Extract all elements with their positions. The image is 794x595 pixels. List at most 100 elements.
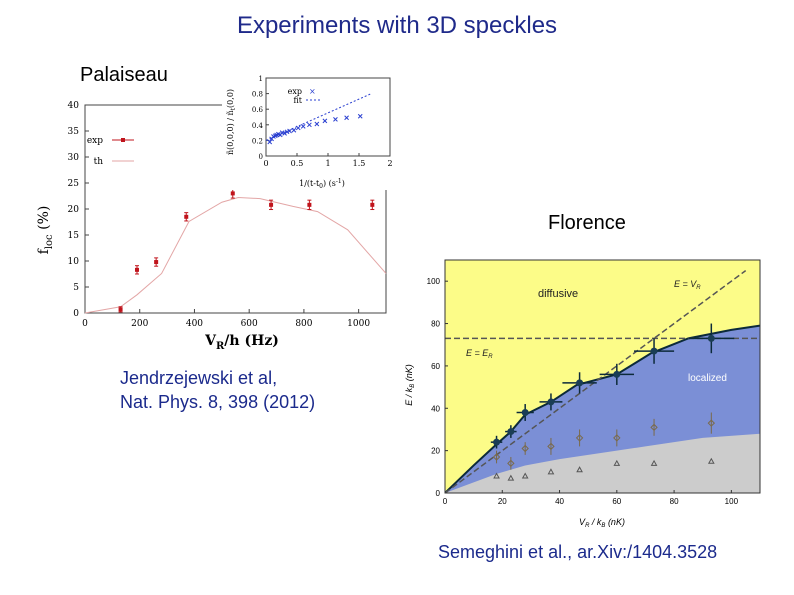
florence-ylabel: E / kB (nK) — [404, 364, 416, 406]
diamond-point — [613, 434, 621, 442]
inset-y-tick-label: 0 — [259, 153, 263, 161]
main-x-tick-label: 1000 — [347, 319, 370, 329]
palaiseau-inset-chart: 0 0.5 1 1.5 2 0 0.2 0.4 0.6 0.8 1 exp × fit 1/(t-t… — [222, 70, 402, 190]
diamond-point — [650, 423, 658, 432]
mobility-edge-point — [613, 370, 621, 378]
inset-exp-point — [357, 113, 363, 119]
inset-y-tick-label: 0.4 — [252, 122, 264, 130]
inset-x-tick-label: 1.5 — [353, 159, 366, 168]
annotation-e-eq-er: E = ER — [466, 348, 493, 360]
main-y-tick-label: 15 — [68, 231, 80, 241]
mobility-edge-point — [547, 398, 555, 406]
exp-point — [154, 260, 159, 265]
label-palaiseau: Palaiseau — [80, 64, 168, 86]
main-xlabel: VR/h (Hz) — [204, 333, 279, 352]
main-y-tick-label: 20 — [68, 205, 80, 215]
inset-y-tick-label: 0.6 — [252, 106, 264, 114]
legend-exp-marker — [121, 138, 125, 142]
triangle-point — [493, 472, 500, 479]
inset-exp-point — [279, 130, 285, 135]
main-legend: exp th — [87, 136, 134, 167]
florence-y-tick-label: 20 — [431, 447, 440, 456]
main-x-tick-label: 200 — [131, 319, 148, 329]
legend-th-label: th — [94, 157, 104, 167]
florence-y-tick-label: 80 — [431, 320, 440, 329]
inset-exp-point — [344, 115, 349, 121]
inset-exp-point — [300, 124, 306, 129]
florence-x-tick-label: 80 — [670, 497, 679, 506]
citation-jendrzejewski-line1: Jendrzejewski et al, — [120, 368, 278, 388]
inset-exp-point — [287, 128, 292, 134]
mobility-edge-point — [707, 334, 715, 342]
citation-jendrzejewski-line2: Nat. Phys. 8, 398 (2012) — [120, 392, 316, 412]
triangle-point — [547, 468, 555, 475]
series-th-line — [84, 197, 387, 314]
inset-y-tick-label: 1 — [259, 75, 263, 83]
inset-exp-point — [291, 127, 297, 133]
main-y-tick-label: 0 — [73, 309, 79, 319]
florence-x-tick-label: 100 — [725, 497, 739, 506]
main-series — [84, 188, 387, 314]
inset-exp-point — [295, 125, 301, 131]
inset-legend-exp-marker: × — [309, 87, 316, 96]
inset-legend-fit: fit — [293, 96, 302, 105]
florence-y-tick-label: 100 — [427, 277, 441, 286]
triangle-point — [576, 466, 583, 473]
inset-series — [265, 93, 372, 145]
annotation-diffusive: diffusive — [538, 288, 578, 300]
main-x-tick-label: 800 — [295, 319, 312, 329]
main-y-tick-label: 25 — [68, 179, 80, 189]
main-x-tick-label: 0 — [82, 319, 88, 329]
main-y-tick-label: 10 — [68, 257, 80, 267]
inset-exp-point — [276, 131, 281, 137]
inset-legend: exp × fit — [288, 87, 320, 105]
mobility-edge-point — [521, 409, 529, 417]
florence-y-tick-label: 40 — [431, 404, 440, 413]
inset-y-tick-label: 0.2 — [252, 137, 263, 145]
inset-exp-point — [307, 122, 312, 128]
exp-point — [307, 202, 312, 207]
inset-exp-point — [322, 118, 328, 124]
mobility-edge-point — [576, 379, 584, 387]
florence-y-tick-label: 60 — [431, 362, 440, 371]
slide-title: Experiments with 3D speckles — [236, 12, 558, 39]
main-y-tick-label: 40 — [68, 101, 80, 111]
triangle-point — [650, 459, 658, 466]
diamond-point — [507, 459, 515, 468]
triangle-point — [521, 472, 529, 479]
inset-x-tick-label: 0.5 — [291, 159, 304, 168]
main-y-tick-label: 30 — [68, 153, 80, 163]
citation-semeghini: Semeghini et al., ar.Xiv:/1404.3528 — [438, 542, 718, 562]
diamond-point — [707, 419, 716, 427]
florence-x-tick-label: 0 — [443, 497, 448, 506]
mobility-edge-curve — [445, 324, 760, 493]
diamond-point — [492, 453, 501, 461]
inset-legend-exp: exp — [288, 87, 302, 96]
florence-annotations: diffusive localized E = VR E = ER — [466, 279, 727, 384]
florence-x-tick-label: 60 — [612, 497, 621, 506]
main-y-tick-label: 35 — [68, 127, 80, 137]
triangle-point — [707, 457, 715, 464]
florence-x-tick-label: 40 — [555, 497, 564, 506]
main-x-tick-label: 600 — [241, 319, 258, 329]
main-x-tick-label: 400 — [186, 319, 203, 329]
exp-point — [184, 214, 189, 219]
inset-ticks: 0 0.5 1 1.5 2 0 0.2 0.4 0.6 0.8 1 — [252, 75, 393, 168]
florence-plot-frame — [444, 259, 761, 494]
mobility-edge-point — [650, 347, 658, 355]
e-eq-vr-line — [445, 269, 747, 493]
inset-exp-point — [267, 139, 273, 145]
citation-jendrzejewski: Jendrzejewski et al, Nat. Phys. 8, 398 (… — [120, 366, 315, 414]
label-florence: Florence — [548, 212, 626, 234]
florence-axes — [444, 259, 761, 494]
exp-point — [118, 307, 123, 312]
main-ylabel: floc (%) — [36, 206, 55, 255]
florence-x-tick-label: 20 — [498, 497, 507, 506]
inset-ylabel: ñ(0,0,0) / ñt(0,0) — [226, 89, 237, 155]
inset-y-tick-label: 0.8 — [252, 91, 263, 99]
florence-ticks: 0 20 40 60 80 100 0 20 40 60 80 100 — [427, 277, 739, 506]
inset-fit-line — [265, 93, 372, 141]
diamond-point — [547, 442, 555, 451]
